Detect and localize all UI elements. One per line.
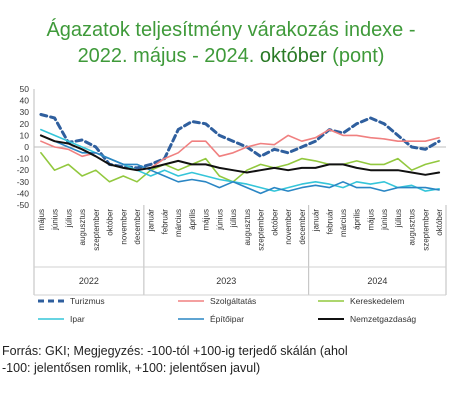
y-tick-label: 30 (20, 107, 30, 117)
title-line2-suffix: (pont) (326, 45, 385, 67)
x-tick-label: július (229, 209, 238, 228)
y-tick-label: 10 (20, 130, 30, 140)
legend-label: Ipar (70, 314, 85, 324)
y-tick-label: -20 (17, 165, 30, 175)
x-tick-label: augusztus (78, 209, 87, 245)
x-tick-label: január (312, 209, 321, 233)
year-label: 2023 (216, 276, 236, 286)
legend-label: Kereskedelem (350, 296, 404, 306)
x-tick-label: december (298, 209, 307, 245)
y-tick-label: -10 (17, 154, 30, 164)
x-tick-label: december (133, 209, 142, 245)
y-tick-label: -30 (17, 177, 30, 187)
legend-label: Szolgáltatás (210, 296, 256, 306)
y-tick-label: -40 (17, 188, 30, 198)
y-tick-label: 20 (20, 119, 30, 129)
x-tick-label: július (394, 209, 403, 228)
x-tick-label: május (366, 209, 375, 230)
title-line2-prefix: 2022. május - 2024. (77, 45, 260, 67)
x-tick-label: október (435, 209, 444, 236)
year-label: 2022 (79, 276, 99, 286)
x-tick-label: november (119, 209, 128, 245)
footnote-line2: -100: jelentősen romlik, +100: jelentőse… (2, 361, 261, 375)
x-tick-label: július (64, 209, 73, 228)
series-line-nemzetgazdaság (39, 134, 441, 176)
x-tick-label: február (325, 209, 334, 235)
x-tick-label: május (37, 209, 46, 230)
x-tick-label: április (188, 209, 197, 230)
title-line2-highlight: október (259, 45, 327, 67)
chart-title: Ágazatok teljesítmény várakozás indexe -… (0, 17, 462, 69)
legend-label: Turizmus (70, 296, 105, 306)
x-tick-label: január (147, 209, 156, 233)
x-tick-label: március (174, 209, 183, 237)
legend-label: Nemzetgazdaság (350, 314, 416, 324)
footnote: Forrás: GKI; Megjegyzés: -100-tól +100-i… (2, 343, 460, 377)
x-tick-label: február (160, 209, 169, 235)
series-line-építőipar (40, 134, 440, 195)
x-tick-label: október (270, 209, 279, 236)
x-tick-label: augusztus (408, 209, 417, 245)
x-tick-label: március (339, 209, 348, 237)
x-tick-label: augusztus (243, 209, 252, 245)
chart-title-line1: Ágazatok teljesítmény várakozás indexe - (46, 19, 416, 41)
y-tick-label: 40 (20, 96, 30, 106)
x-tick-label: szeptember (421, 209, 430, 251)
x-tick-label: június (51, 209, 60, 231)
y-tick-label: -50 (17, 200, 30, 210)
x-tick-label: november (284, 209, 293, 245)
x-tick-label: április (353, 209, 362, 230)
chart-title-line2: 2022. május - 2024. október (pont) (0, 43, 462, 69)
x-tick-label: október (106, 209, 115, 236)
series-line-kereskedelem (40, 152, 440, 183)
year-label: 2024 (367, 276, 387, 286)
x-tick-label: szeptember (92, 209, 101, 251)
y-tick-label: 50 (20, 84, 30, 94)
footnote-line1: Forrás: GKI; Megjegyzés: -100-tól +100-i… (2, 344, 348, 358)
x-tick-label: május (202, 209, 211, 230)
legend-label: Építőipar (210, 314, 244, 324)
x-tick-label: június (380, 209, 389, 231)
x-tick-label: június (215, 209, 224, 231)
x-tick-label: szeptember (257, 209, 266, 251)
y-tick-label: 0 (24, 142, 29, 152)
series-line-turizmus (39, 113, 441, 170)
